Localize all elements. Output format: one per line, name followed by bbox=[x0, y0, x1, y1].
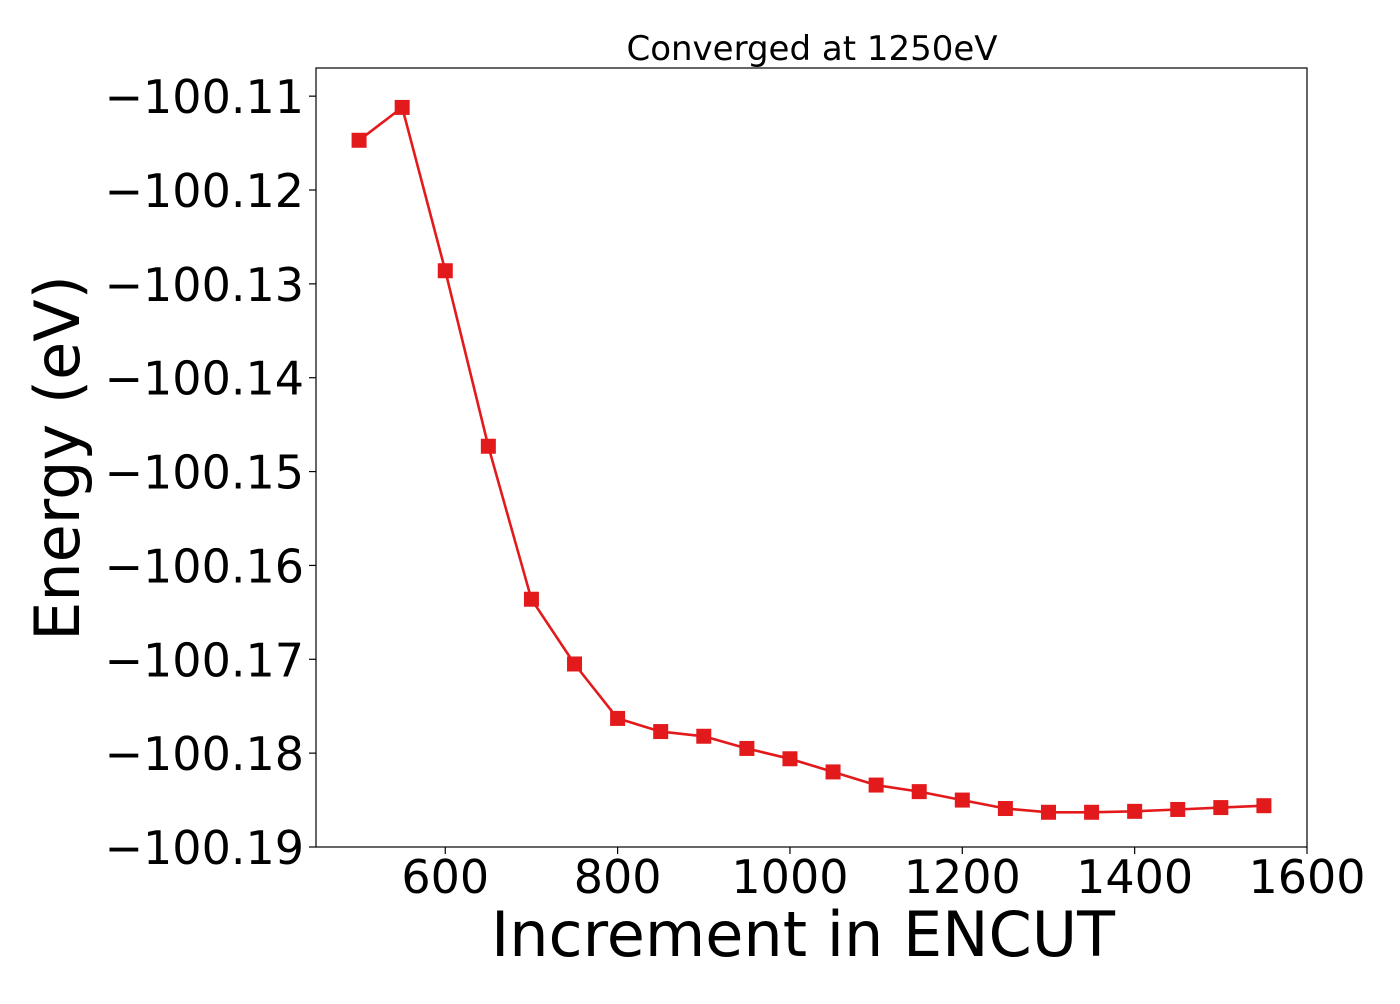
data-point-marker bbox=[954, 792, 970, 808]
data-point-marker bbox=[1084, 804, 1100, 820]
data-point-marker bbox=[825, 764, 841, 780]
x-axis-label: Increment in ENCUT bbox=[491, 898, 1116, 971]
data-point-marker bbox=[868, 777, 884, 793]
data-point-marker bbox=[782, 751, 798, 767]
data-point-marker bbox=[653, 724, 669, 740]
y-tick-label: −100.17 bbox=[105, 633, 305, 687]
data-point-marker bbox=[394, 99, 410, 115]
data-point-marker bbox=[523, 591, 539, 607]
data-series bbox=[351, 99, 1272, 820]
axes: 600 800 1000 1200 1400 1600 −100.11 −100.12 −100… bbox=[105, 67, 1366, 904]
data-point-marker bbox=[696, 728, 712, 744]
y-tick-label: −100.11 bbox=[105, 70, 305, 124]
y-tick-label: −100.12 bbox=[105, 164, 305, 218]
data-point-marker bbox=[997, 801, 1013, 817]
y-tick-label: −100.14 bbox=[105, 352, 305, 406]
x-tick-label: 800 bbox=[574, 850, 662, 904]
x-tick-label: 1000 bbox=[731, 850, 848, 904]
x-tick-label: 1200 bbox=[904, 850, 1021, 904]
chart-title: Converged at 1250eV bbox=[626, 29, 997, 69]
y-tick-label: −100.13 bbox=[105, 258, 305, 312]
series-line bbox=[358, 106, 1264, 814]
data-point-marker bbox=[911, 784, 927, 800]
data-point-marker bbox=[1040, 804, 1056, 820]
plot-frame bbox=[315, 67, 1308, 848]
data-point-marker bbox=[1127, 803, 1143, 819]
x-tick-label: 1400 bbox=[1076, 850, 1193, 904]
data-point-marker bbox=[351, 132, 367, 148]
data-point-marker bbox=[1256, 798, 1272, 814]
y-tick-label: −100.15 bbox=[105, 446, 305, 500]
data-point-marker bbox=[739, 740, 755, 756]
y-axis-label: Energy (eV) bbox=[21, 275, 94, 641]
y-tick-label: −100.19 bbox=[105, 821, 305, 875]
data-point-marker bbox=[480, 438, 496, 454]
x-tick-label: 600 bbox=[401, 850, 489, 904]
x-tick-label: 1600 bbox=[1248, 850, 1365, 904]
data-point-marker bbox=[567, 656, 583, 672]
data-point-marker bbox=[437, 263, 453, 279]
y-tick-label: −100.16 bbox=[105, 539, 305, 593]
data-point-marker bbox=[1213, 800, 1229, 816]
y-tick-label: −100.18 bbox=[105, 727, 305, 781]
data-point-marker bbox=[610, 710, 626, 726]
data-point-marker bbox=[1170, 801, 1186, 817]
